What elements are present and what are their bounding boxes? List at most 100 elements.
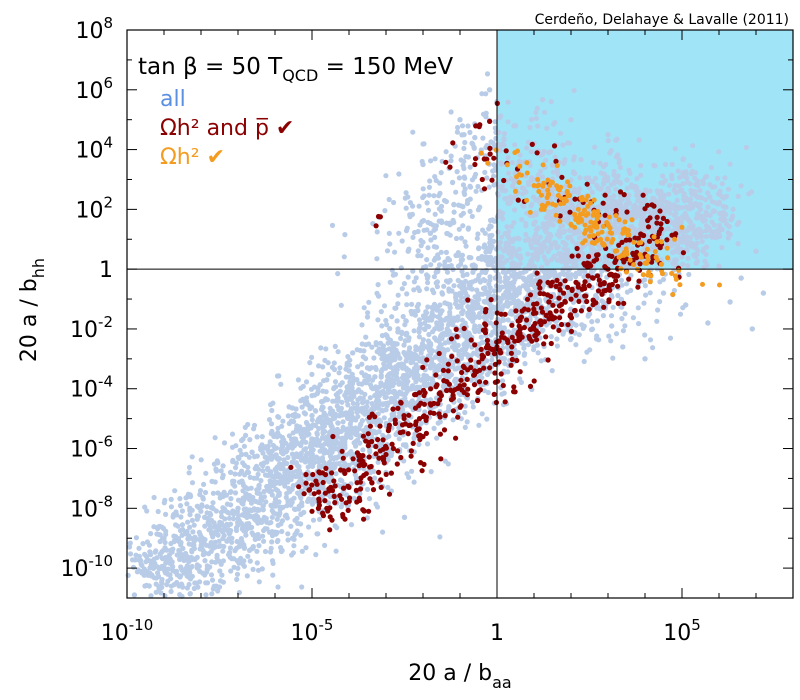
point-all (314, 431, 320, 437)
point-all (468, 255, 474, 261)
point-all (347, 357, 353, 363)
point-all (256, 543, 262, 549)
point-all (289, 470, 295, 476)
point-all (293, 426, 300, 432)
point-all (399, 331, 405, 337)
point-all (432, 354, 438, 360)
point-all (261, 514, 267, 521)
point-all (410, 203, 416, 209)
point-all (363, 406, 369, 412)
point-all (284, 503, 290, 509)
point-all (237, 447, 243, 453)
point-all (364, 365, 371, 371)
point-all (557, 230, 563, 236)
point-relic-and-pbar (559, 308, 565, 314)
point-all (673, 217, 679, 223)
point-all (707, 227, 713, 233)
point-all (210, 500, 216, 506)
point-all (435, 304, 441, 310)
point-all (316, 425, 322, 432)
point-all (502, 302, 508, 308)
point-all (295, 490, 301, 496)
point-all (381, 361, 387, 367)
point-all (505, 329, 512, 335)
point-all (521, 185, 527, 192)
point-all (601, 171, 608, 177)
point-all (343, 374, 349, 380)
point-all (241, 443, 247, 449)
point-all (523, 223, 529, 229)
point-all (528, 175, 535, 181)
point-all (498, 214, 504, 220)
point-all (360, 447, 366, 453)
point-all (327, 420, 334, 426)
point-all (497, 278, 503, 284)
point-all (617, 180, 624, 186)
point-all (215, 460, 221, 466)
point-all (473, 171, 479, 177)
point-relic-and-pbar (378, 477, 384, 483)
point-all (690, 143, 696, 149)
point-all (438, 170, 444, 176)
point-all (327, 464, 333, 471)
point-all (508, 265, 514, 272)
point-all (172, 533, 178, 540)
point-relic-and-pbar (543, 334, 549, 340)
point-all (613, 225, 620, 231)
point-all (354, 377, 360, 383)
point-relic-and-pbar (366, 454, 372, 460)
point-all (373, 366, 379, 372)
point-all (364, 399, 370, 405)
point-all (517, 261, 523, 267)
point-all (716, 199, 722, 205)
point-all (228, 568, 234, 574)
point-all (155, 508, 161, 515)
point-all (168, 560, 174, 566)
point-all (202, 523, 208, 529)
point-all (403, 443, 409, 449)
point-all (703, 233, 709, 240)
point-all (550, 169, 556, 175)
point-all (666, 191, 672, 197)
point-all (250, 566, 256, 573)
point-all (629, 246, 635, 252)
point-all (131, 592, 138, 598)
point-all (410, 234, 416, 240)
point-all (213, 539, 219, 545)
point-all (394, 341, 400, 347)
point-all (269, 558, 276, 564)
point-all (404, 354, 410, 360)
point-all (168, 583, 174, 589)
point-relic-and-pbar (556, 327, 562, 333)
point-all (572, 170, 578, 177)
point-all (256, 535, 262, 542)
point-all (247, 558, 253, 564)
point-all (224, 521, 230, 528)
point-all (633, 207, 640, 213)
point-all (262, 548, 269, 555)
point-all (461, 145, 467, 151)
point-all (467, 285, 473, 291)
point-all (624, 281, 630, 287)
point-all (245, 511, 251, 517)
point-all (418, 268, 425, 274)
point-all (420, 141, 426, 147)
point-all (140, 541, 146, 547)
point-all (421, 382, 427, 388)
point-all (220, 463, 226, 469)
point-all (327, 453, 334, 459)
point-all (459, 252, 465, 258)
point-all (167, 556, 173, 562)
point-relic-and-pbar (458, 377, 464, 383)
point-all (324, 397, 330, 403)
point-relic-and-pbar (375, 437, 381, 443)
point-all (160, 548, 166, 554)
point-all (263, 499, 269, 505)
point-all (720, 217, 726, 224)
point-relic-and-pbar (303, 471, 309, 478)
point-all (136, 545, 142, 551)
point-all (535, 123, 541, 129)
point-all (594, 318, 601, 324)
point-all (528, 116, 535, 123)
point-all (680, 261, 686, 267)
